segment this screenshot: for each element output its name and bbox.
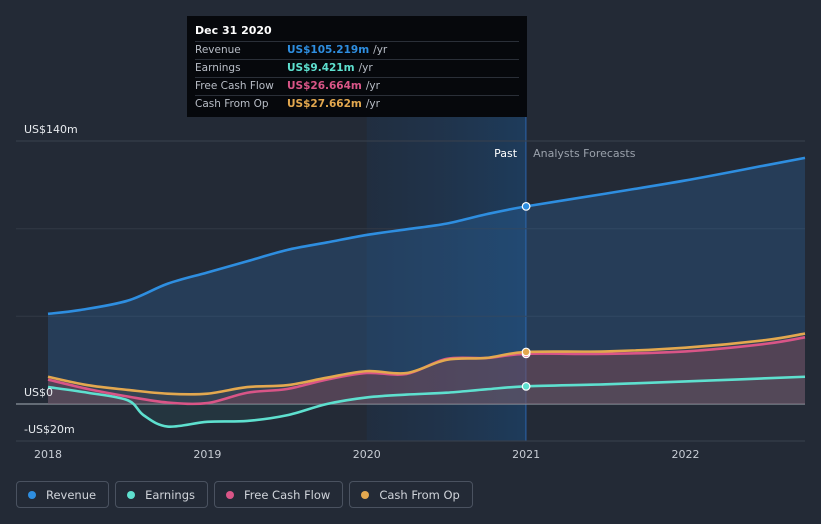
tooltip-date: Dec 31 2020 bbox=[195, 23, 519, 42]
legend-item-free-cash-flow[interactable]: Free Cash Flow bbox=[214, 481, 344, 508]
free-cash-flow-dot-icon bbox=[226, 490, 234, 499]
tooltip-row-free-cash-flow: Free Cash Flow US$26.664m /yr bbox=[195, 78, 519, 96]
tooltip-row-earnings: Earnings US$9.421m /yr bbox=[195, 60, 519, 78]
tooltip-unit: /yr bbox=[365, 98, 380, 110]
tooltip-value: US$105.219m bbox=[287, 44, 370, 56]
earnings-area bbox=[48, 376, 805, 427]
tooltip: Dec 31 2020 Revenue US$105.219m /yr Earn… bbox=[187, 16, 527, 117]
y-tick-label: US$140m bbox=[24, 123, 78, 136]
y-tick-label: US$0 bbox=[24, 386, 53, 399]
x-tick-label: 2019 bbox=[193, 448, 221, 461]
legend-label: Free Cash Flow bbox=[244, 487, 331, 502]
legend-item-revenue[interactable]: Revenue bbox=[16, 481, 110, 508]
past-label: Past bbox=[494, 147, 518, 160]
legend-item-cash-from-op[interactable]: Cash From Op bbox=[349, 481, 473, 508]
legend: Revenue Earnings Free Cash Flow Cash Fro… bbox=[16, 481, 473, 508]
revenue-marker bbox=[521, 201, 531, 211]
x-tick-label: 2021 bbox=[512, 448, 540, 461]
tooltip-value: US$27.662m bbox=[287, 98, 362, 110]
revenue-area bbox=[48, 157, 805, 404]
tooltip-unit: /yr bbox=[373, 44, 388, 56]
tooltip-label: Free Cash Flow bbox=[195, 80, 274, 92]
tooltip-value: US$26.664m bbox=[287, 80, 362, 92]
free-cash-flow-line bbox=[47, 336, 806, 406]
x-tick-label: 2022 bbox=[671, 448, 699, 461]
cash-from-op-marker bbox=[521, 347, 531, 357]
legend-item-earnings[interactable]: Earnings bbox=[115, 481, 208, 508]
revenue-dot-icon bbox=[28, 490, 36, 499]
y-tick-label: -US$20m bbox=[24, 423, 75, 436]
tooltip-value: US$9.421m bbox=[287, 62, 355, 74]
legend-label: Earnings bbox=[145, 487, 195, 502]
x-tick-label: 2018 bbox=[34, 448, 62, 461]
tooltip-row-cash-from-op: Cash From Op US$27.662m /yr bbox=[195, 96, 519, 113]
tooltip-label: Earnings bbox=[195, 62, 241, 74]
earnings-marker bbox=[521, 381, 531, 391]
earnings-dot-icon bbox=[127, 490, 136, 499]
tooltip-label: Revenue bbox=[195, 44, 241, 56]
x-tick-label: 2020 bbox=[353, 448, 381, 461]
cash-from-op-line bbox=[47, 332, 806, 396]
tooltip-unit: /yr bbox=[358, 62, 373, 74]
tooltip-row-revenue: Revenue US$105.219m /yr bbox=[195, 42, 519, 60]
legend-label: Revenue bbox=[46, 487, 97, 502]
tooltip-unit: /yr bbox=[365, 80, 380, 92]
forecast-label: Analysts Forecasts bbox=[533, 147, 636, 160]
legend-label: Cash From Op bbox=[379, 487, 460, 502]
past-divider-line bbox=[525, 117, 527, 441]
earnings-line bbox=[47, 375, 806, 428]
cash-from-op-dot-icon bbox=[361, 490, 370, 499]
tooltip-label: Cash From Op bbox=[195, 98, 269, 110]
revenue-line bbox=[47, 156, 806, 316]
